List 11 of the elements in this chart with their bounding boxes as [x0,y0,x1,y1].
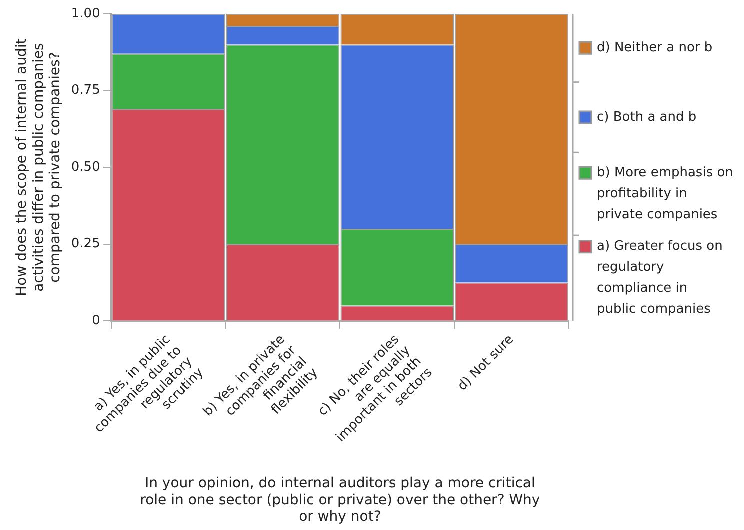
legend-label: a) Greater focus on regulatory compliance in public companies [597,239,723,318]
legend-label: b) More emphasis on profitability in private companies [597,165,734,222]
y-axis-title: How does the scope of internal audit activities differ in public companies compared to private companies? [14,38,64,296]
y-tick-label: 0.50 [71,160,100,175]
y-tick-label: 0.25 [71,236,100,252]
y-tick-label: 1.00 [71,6,100,22]
legend-label: d) Neither a nor b [597,40,713,56]
y-tick-label: 0 [92,314,100,329]
legend-label: c) Both a and b [597,110,697,125]
x-axis-title: In your opinion, do internal auditors play a more critical role in one sector (public or private) over the other? Why or why not? [140,476,540,526]
y-tick-label: 0.75 [71,83,100,98]
